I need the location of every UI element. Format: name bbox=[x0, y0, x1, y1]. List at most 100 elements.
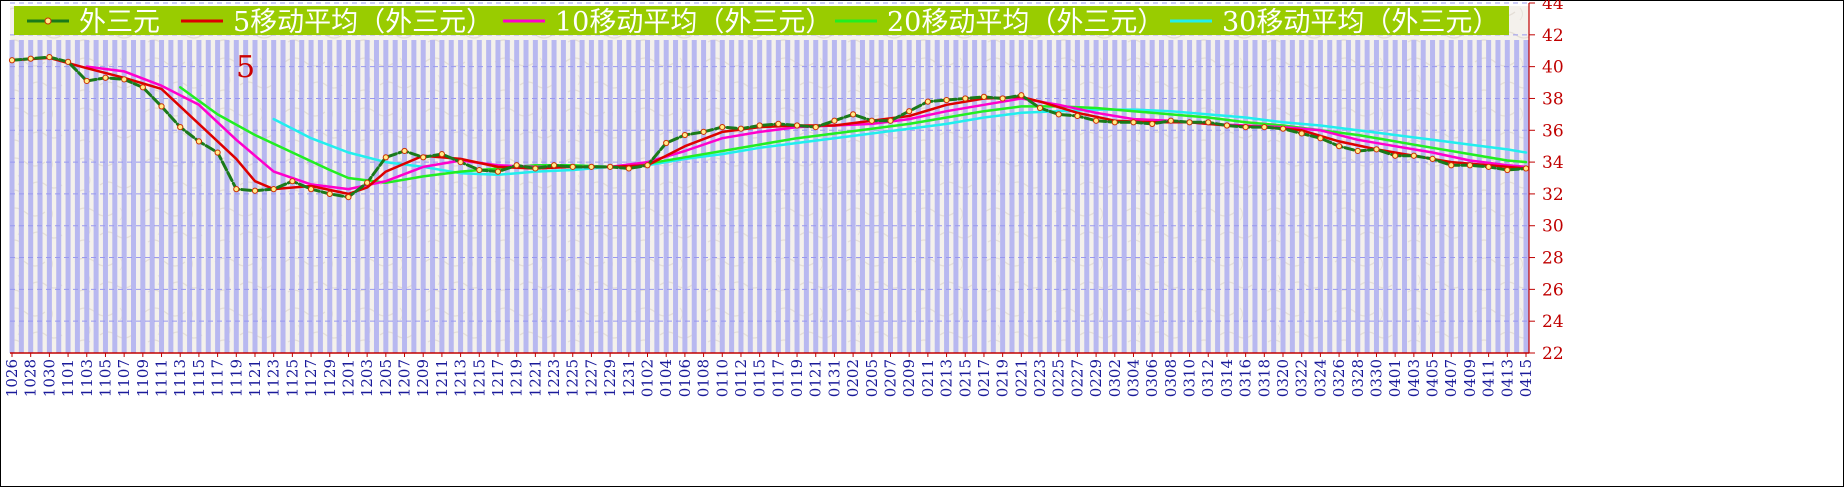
price-point bbox=[644, 162, 651, 169]
x-tick-label: 0112 bbox=[732, 359, 750, 397]
background-bar bbox=[1252, 40, 1258, 353]
background-bar bbox=[1000, 40, 1006, 353]
price-point bbox=[1317, 135, 1324, 142]
price-point bbox=[831, 117, 838, 124]
background-bar bbox=[1280, 40, 1286, 353]
y-tick-label: 26 bbox=[1542, 280, 1564, 300]
background-bar bbox=[1458, 40, 1464, 353]
x-tick-label: 1111 bbox=[153, 359, 171, 397]
background-bar bbox=[1187, 40, 1193, 353]
x-tick-label: 0318 bbox=[1255, 359, 1273, 397]
background-bar bbox=[476, 40, 482, 353]
price-point bbox=[1466, 162, 1474, 169]
x-tick-label: 0108 bbox=[695, 359, 713, 397]
x-tick-label: 0104 bbox=[657, 359, 675, 397]
legend-marker bbox=[44, 17, 52, 25]
background-bar bbox=[542, 40, 548, 353]
background-bar bbox=[271, 40, 277, 353]
background-bar bbox=[383, 40, 389, 353]
y-tick-label: 22 bbox=[1542, 344, 1564, 364]
background-bar bbox=[1355, 40, 1361, 353]
background-bar bbox=[738, 40, 744, 353]
background-bar bbox=[411, 40, 417, 353]
x-tick-label: 1227 bbox=[582, 359, 600, 397]
price-point bbox=[607, 163, 614, 170]
background-bar bbox=[1205, 40, 1211, 353]
price-point bbox=[401, 147, 408, 155]
background-bar bbox=[1327, 40, 1333, 353]
price-point bbox=[569, 163, 576, 170]
x-tick-label: 0119 bbox=[788, 359, 806, 397]
x-tick-label: 0211 bbox=[919, 359, 937, 397]
background-bar bbox=[981, 40, 987, 353]
background-bar bbox=[1028, 40, 1034, 353]
x-tick-label: 1101 bbox=[59, 359, 77, 397]
background-bar bbox=[402, 40, 408, 353]
y-tick-label: 36 bbox=[1542, 121, 1564, 141]
background-bar bbox=[1402, 40, 1408, 353]
x-tick-label: 1125 bbox=[283, 359, 301, 397]
x-tick-label: 0223 bbox=[1031, 359, 1049, 397]
legend-label-ma30: 30移动平均（外三元） bbox=[1222, 7, 1499, 38]
y-tick-label: 24 bbox=[1542, 312, 1564, 332]
x-tick-label: 0312 bbox=[1199, 359, 1217, 397]
background-bar bbox=[243, 40, 249, 353]
x-tick-label: 1209 bbox=[414, 359, 432, 397]
x-tick-label: 0207 bbox=[881, 359, 899, 397]
background-bar bbox=[598, 40, 604, 353]
price-point bbox=[476, 166, 483, 174]
background-bar bbox=[355, 40, 361, 353]
x-tick-label: 1219 bbox=[508, 359, 526, 397]
background-bar bbox=[420, 40, 426, 353]
background-bar bbox=[1308, 40, 1314, 353]
background-bar bbox=[495, 40, 501, 353]
x-tick-label: 1028 bbox=[22, 359, 40, 397]
background-bar bbox=[775, 40, 781, 353]
x-tick-label: 1113 bbox=[171, 359, 189, 397]
background-bar bbox=[701, 40, 707, 353]
background-bar bbox=[1233, 40, 1239, 353]
background-bar bbox=[887, 40, 893, 353]
background-bar bbox=[289, 40, 295, 353]
series-line-ma30 bbox=[272, 108, 1528, 177]
background-bar bbox=[635, 40, 641, 353]
price-point bbox=[1111, 119, 1118, 126]
price-point bbox=[1074, 112, 1081, 120]
x-tick-label: 0115 bbox=[751, 359, 769, 397]
price-point bbox=[139, 84, 146, 91]
background-bar bbox=[112, 40, 118, 353]
price-point bbox=[999, 95, 1006, 102]
background-bar bbox=[1523, 40, 1529, 353]
background-bar bbox=[523, 40, 529, 353]
x-tick-label: 1127 bbox=[302, 359, 320, 397]
background-bar bbox=[1345, 40, 1351, 353]
x-tick-label: 1229 bbox=[601, 359, 619, 397]
background-bar bbox=[532, 40, 538, 353]
x-tick-label: 1103 bbox=[78, 359, 96, 397]
price-point bbox=[195, 138, 203, 145]
price-point bbox=[158, 103, 165, 110]
price-point bbox=[1504, 166, 1511, 174]
price-point bbox=[1018, 92, 1025, 99]
background-bar bbox=[859, 40, 865, 353]
background-bar bbox=[177, 40, 183, 353]
x-tick-label: 0110 bbox=[713, 359, 731, 397]
price-point bbox=[83, 77, 90, 85]
background-bar bbox=[467, 40, 473, 353]
price-point bbox=[1186, 119, 1193, 126]
background-bar bbox=[1009, 40, 1015, 353]
axes: 22 24 26 28 30 32 34 36 38 40 42 44 1026 1028 1030 1101… bbox=[3, 0, 1564, 397]
legend: 外三元 5移动平均（外三元） 10移动平均（外三元） 20移动平均（外三元） 30移动平… bbox=[14, 6, 1509, 38]
background-bar bbox=[140, 40, 146, 353]
price-point bbox=[121, 76, 128, 83]
legend-label-ma5: 5移动平均（外三元） bbox=[233, 7, 493, 38]
background-bar bbox=[906, 40, 912, 353]
background-bar bbox=[934, 40, 940, 353]
background-bar bbox=[65, 40, 71, 353]
background-bar bbox=[747, 40, 753, 353]
background-bar bbox=[514, 40, 520, 353]
price-point bbox=[289, 178, 296, 185]
price-point bbox=[1167, 117, 1174, 124]
